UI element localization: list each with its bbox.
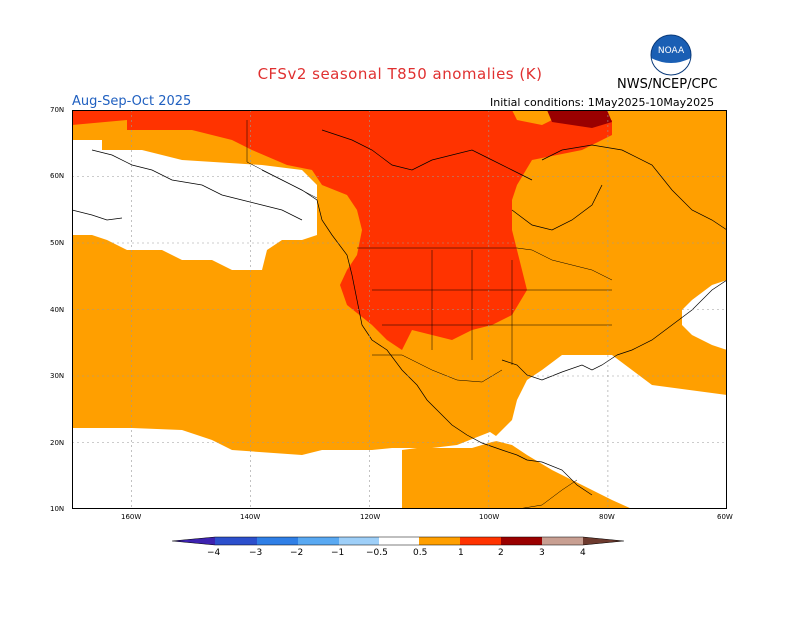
lon-label-140w: 140W — [240, 513, 261, 521]
lat-label-10n: 10N — [50, 505, 65, 513]
colorbar-label-0-5: 0.5 — [413, 548, 428, 558]
anomaly-map — [72, 110, 727, 509]
season-label: Aug-Sep-Oct 2025 — [72, 94, 192, 109]
lat-label-70n: 70N — [50, 106, 65, 114]
colorbar-label-neg3: −3 — [249, 548, 263, 558]
lon-label-120w: 120W — [360, 513, 381, 521]
initial-conditions-label: Initial conditions: 1May2025-10May2025 — [490, 96, 715, 109]
white-area-atlantic — [682, 280, 727, 350]
colorbar-label-4: 4 — [580, 548, 586, 558]
colorbar-bin-9 — [542, 537, 583, 545]
lat-label-20n: 20N — [50, 439, 65, 447]
colorbar-bin-1 — [215, 537, 257, 545]
colorbar-label-neg2: −2 — [290, 548, 304, 558]
colorbar-arrow-left — [172, 537, 215, 545]
map-title: CFSv2 seasonal T850 anomalies (K) — [257, 65, 543, 83]
colorbar-label-neg1: −1 — [331, 548, 345, 558]
white-area-caribbean — [492, 355, 727, 509]
noaa-logo: NOAA — [650, 34, 692, 76]
coastlines — [72, 129, 727, 496]
colorbar-label-neg4: −4 — [207, 548, 221, 558]
lat-label-60n: 60N — [50, 172, 65, 180]
lon-label-60w: 60W — [717, 513, 733, 521]
lon-label-160w: 160W — [121, 513, 142, 521]
colorbar-bin-2 — [257, 537, 298, 545]
colorbar-bin-3 — [298, 537, 339, 545]
political-borders — [246, 120, 613, 509]
colorbar — [172, 536, 625, 546]
colorbar-bin-8 — [501, 537, 542, 545]
lon-label-100w: 100W — [479, 513, 500, 521]
white-area-south-pacific — [72, 428, 502, 509]
lat-label-40n: 40N — [50, 306, 65, 314]
colorbar-bin-6 — [419, 537, 460, 545]
anomaly-field-dark-red — [547, 110, 612, 128]
colorbar-label-neg0-5: −0.5 — [366, 548, 388, 558]
colorbar-label-3: 3 — [539, 548, 545, 558]
colorbar-label-2: 2 — [498, 548, 504, 558]
colorbar-bin-7 — [460, 537, 501, 545]
lon-label-80w: 80W — [599, 513, 615, 521]
logo-text: NOAA — [658, 46, 685, 56]
colorbar-label-1: 1 — [458, 548, 464, 558]
anomaly-field-red-pacific-strip — [72, 110, 127, 125]
agency-label: NWS/NCEP/CPC — [617, 77, 718, 92]
lat-label-30n: 30N — [50, 372, 65, 380]
map-frame — [72, 110, 727, 509]
graticule — [72, 110, 727, 509]
white-area-hudson — [72, 218, 82, 222]
colorbar-bin-5 — [379, 537, 419, 545]
white-area-alaska — [72, 140, 317, 270]
lat-label-50n: 50N — [50, 239, 65, 247]
colorbar-arrow-right — [583, 537, 624, 545]
colorbar-bin-4 — [339, 537, 379, 545]
